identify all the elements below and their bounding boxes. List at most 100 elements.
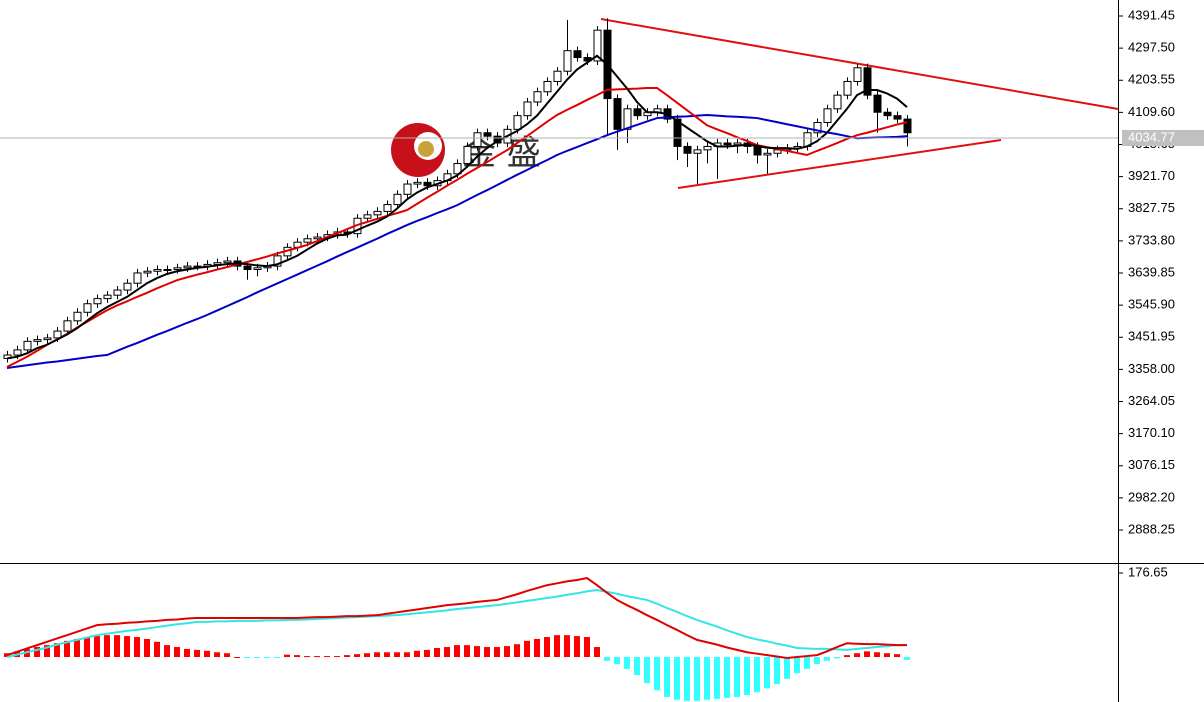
y-tick-label: 3921.70 xyxy=(1128,168,1175,183)
macd-bar xyxy=(84,637,90,658)
candle-body xyxy=(373,210,382,216)
candle-body xyxy=(683,145,692,154)
candle-body xyxy=(113,289,122,296)
y-tick-label: 3264.05 xyxy=(1128,393,1175,408)
macd-bar xyxy=(104,635,110,658)
y-tick-label: 4391.45 xyxy=(1128,7,1175,22)
macd-bar xyxy=(844,655,850,658)
candle-body xyxy=(533,91,542,103)
macd-bar xyxy=(534,638,540,658)
macd-bar xyxy=(324,656,330,658)
macd-bar xyxy=(274,657,280,659)
macd-bar xyxy=(824,657,830,661)
macd-bar xyxy=(354,654,360,658)
macd-bar xyxy=(464,645,470,658)
logo xyxy=(418,141,434,157)
candle-body xyxy=(613,98,622,130)
current-price-box xyxy=(1122,129,1204,146)
y-tick-label: 3827.75 xyxy=(1128,200,1175,215)
y-tick-label: 3639.85 xyxy=(1128,264,1175,279)
y-tick-label: 4109.60 xyxy=(1128,104,1175,119)
y-tick-label: 3076.15 xyxy=(1128,457,1175,472)
candle-body xyxy=(123,282,132,291)
candle-body xyxy=(853,67,862,82)
macd-lines xyxy=(6,577,907,659)
macd-bar xyxy=(724,657,730,698)
candle-body xyxy=(413,181,422,185)
trend-line xyxy=(600,18,1119,110)
candle-body xyxy=(703,145,712,151)
candle-body xyxy=(473,132,482,147)
macd-bar xyxy=(124,636,130,658)
macd-bar xyxy=(284,654,290,658)
macd-bar xyxy=(364,653,370,658)
macd-bar xyxy=(224,653,230,658)
candle-body xyxy=(563,50,572,72)
candle-body xyxy=(893,115,902,120)
y-tick-label: 3358.00 xyxy=(1128,361,1175,376)
macd-bar xyxy=(704,657,710,700)
macd-bar xyxy=(554,635,560,658)
macd-bar xyxy=(524,640,530,658)
macd-bar xyxy=(564,635,570,658)
macd-bar xyxy=(834,657,840,659)
macd-bar xyxy=(714,657,720,699)
macd-bar xyxy=(814,657,820,665)
macd-bar xyxy=(164,645,170,658)
candle-body xyxy=(813,122,822,134)
candle-body xyxy=(363,214,372,219)
macd-bar xyxy=(654,657,660,691)
candle-body xyxy=(523,101,532,117)
macd-bar xyxy=(74,638,80,658)
macd-bar xyxy=(514,644,520,658)
candle-body xyxy=(483,132,492,137)
candle-body xyxy=(73,311,82,322)
macd-bar xyxy=(64,640,70,658)
candle-body xyxy=(173,267,182,271)
candle-body xyxy=(393,193,402,206)
macd-bar xyxy=(774,657,780,685)
macd-bar xyxy=(624,657,630,669)
macd-bar xyxy=(184,648,190,658)
candles xyxy=(3,18,912,363)
macd-bar xyxy=(254,657,260,659)
trend-line xyxy=(677,139,1002,189)
y-tick-label: 3545.90 xyxy=(1128,297,1175,312)
candle-body xyxy=(153,269,162,272)
macd-bar xyxy=(674,657,680,700)
macd-bar xyxy=(314,656,320,658)
macd-bar xyxy=(294,655,300,658)
y-tick-label: 3733.80 xyxy=(1128,232,1175,247)
macd-bar xyxy=(804,657,810,669)
candle-body xyxy=(863,67,872,96)
candle-body xyxy=(763,152,772,156)
macd-bar xyxy=(694,657,700,701)
macd-bar xyxy=(504,646,510,658)
candle-body xyxy=(833,94,842,110)
macd-bar xyxy=(114,635,120,658)
candle-body xyxy=(423,181,432,187)
macd-bar xyxy=(434,647,440,658)
indicators xyxy=(6,54,908,370)
macd-bar xyxy=(754,657,760,693)
candle-body xyxy=(103,294,112,300)
candle-body xyxy=(223,260,232,264)
candle-body xyxy=(163,269,172,272)
candle-body xyxy=(43,337,52,341)
macd-bar xyxy=(304,656,310,658)
candle-body xyxy=(633,108,642,117)
macd-bar xyxy=(4,653,10,658)
y-tick-label: 176.65 xyxy=(1128,564,1168,579)
macd-bar xyxy=(204,650,210,658)
macd-bar xyxy=(744,657,750,696)
indicator-line xyxy=(6,588,907,658)
candle-body xyxy=(843,80,852,96)
y-tick-label: 3451.95 xyxy=(1128,329,1175,344)
candle-body xyxy=(623,108,632,130)
candle-body xyxy=(33,339,42,342)
macd-bar xyxy=(904,657,910,660)
y-tick-label: 3170.10 xyxy=(1128,425,1175,440)
macd-bar xyxy=(154,641,160,658)
macd-bar xyxy=(574,636,580,658)
